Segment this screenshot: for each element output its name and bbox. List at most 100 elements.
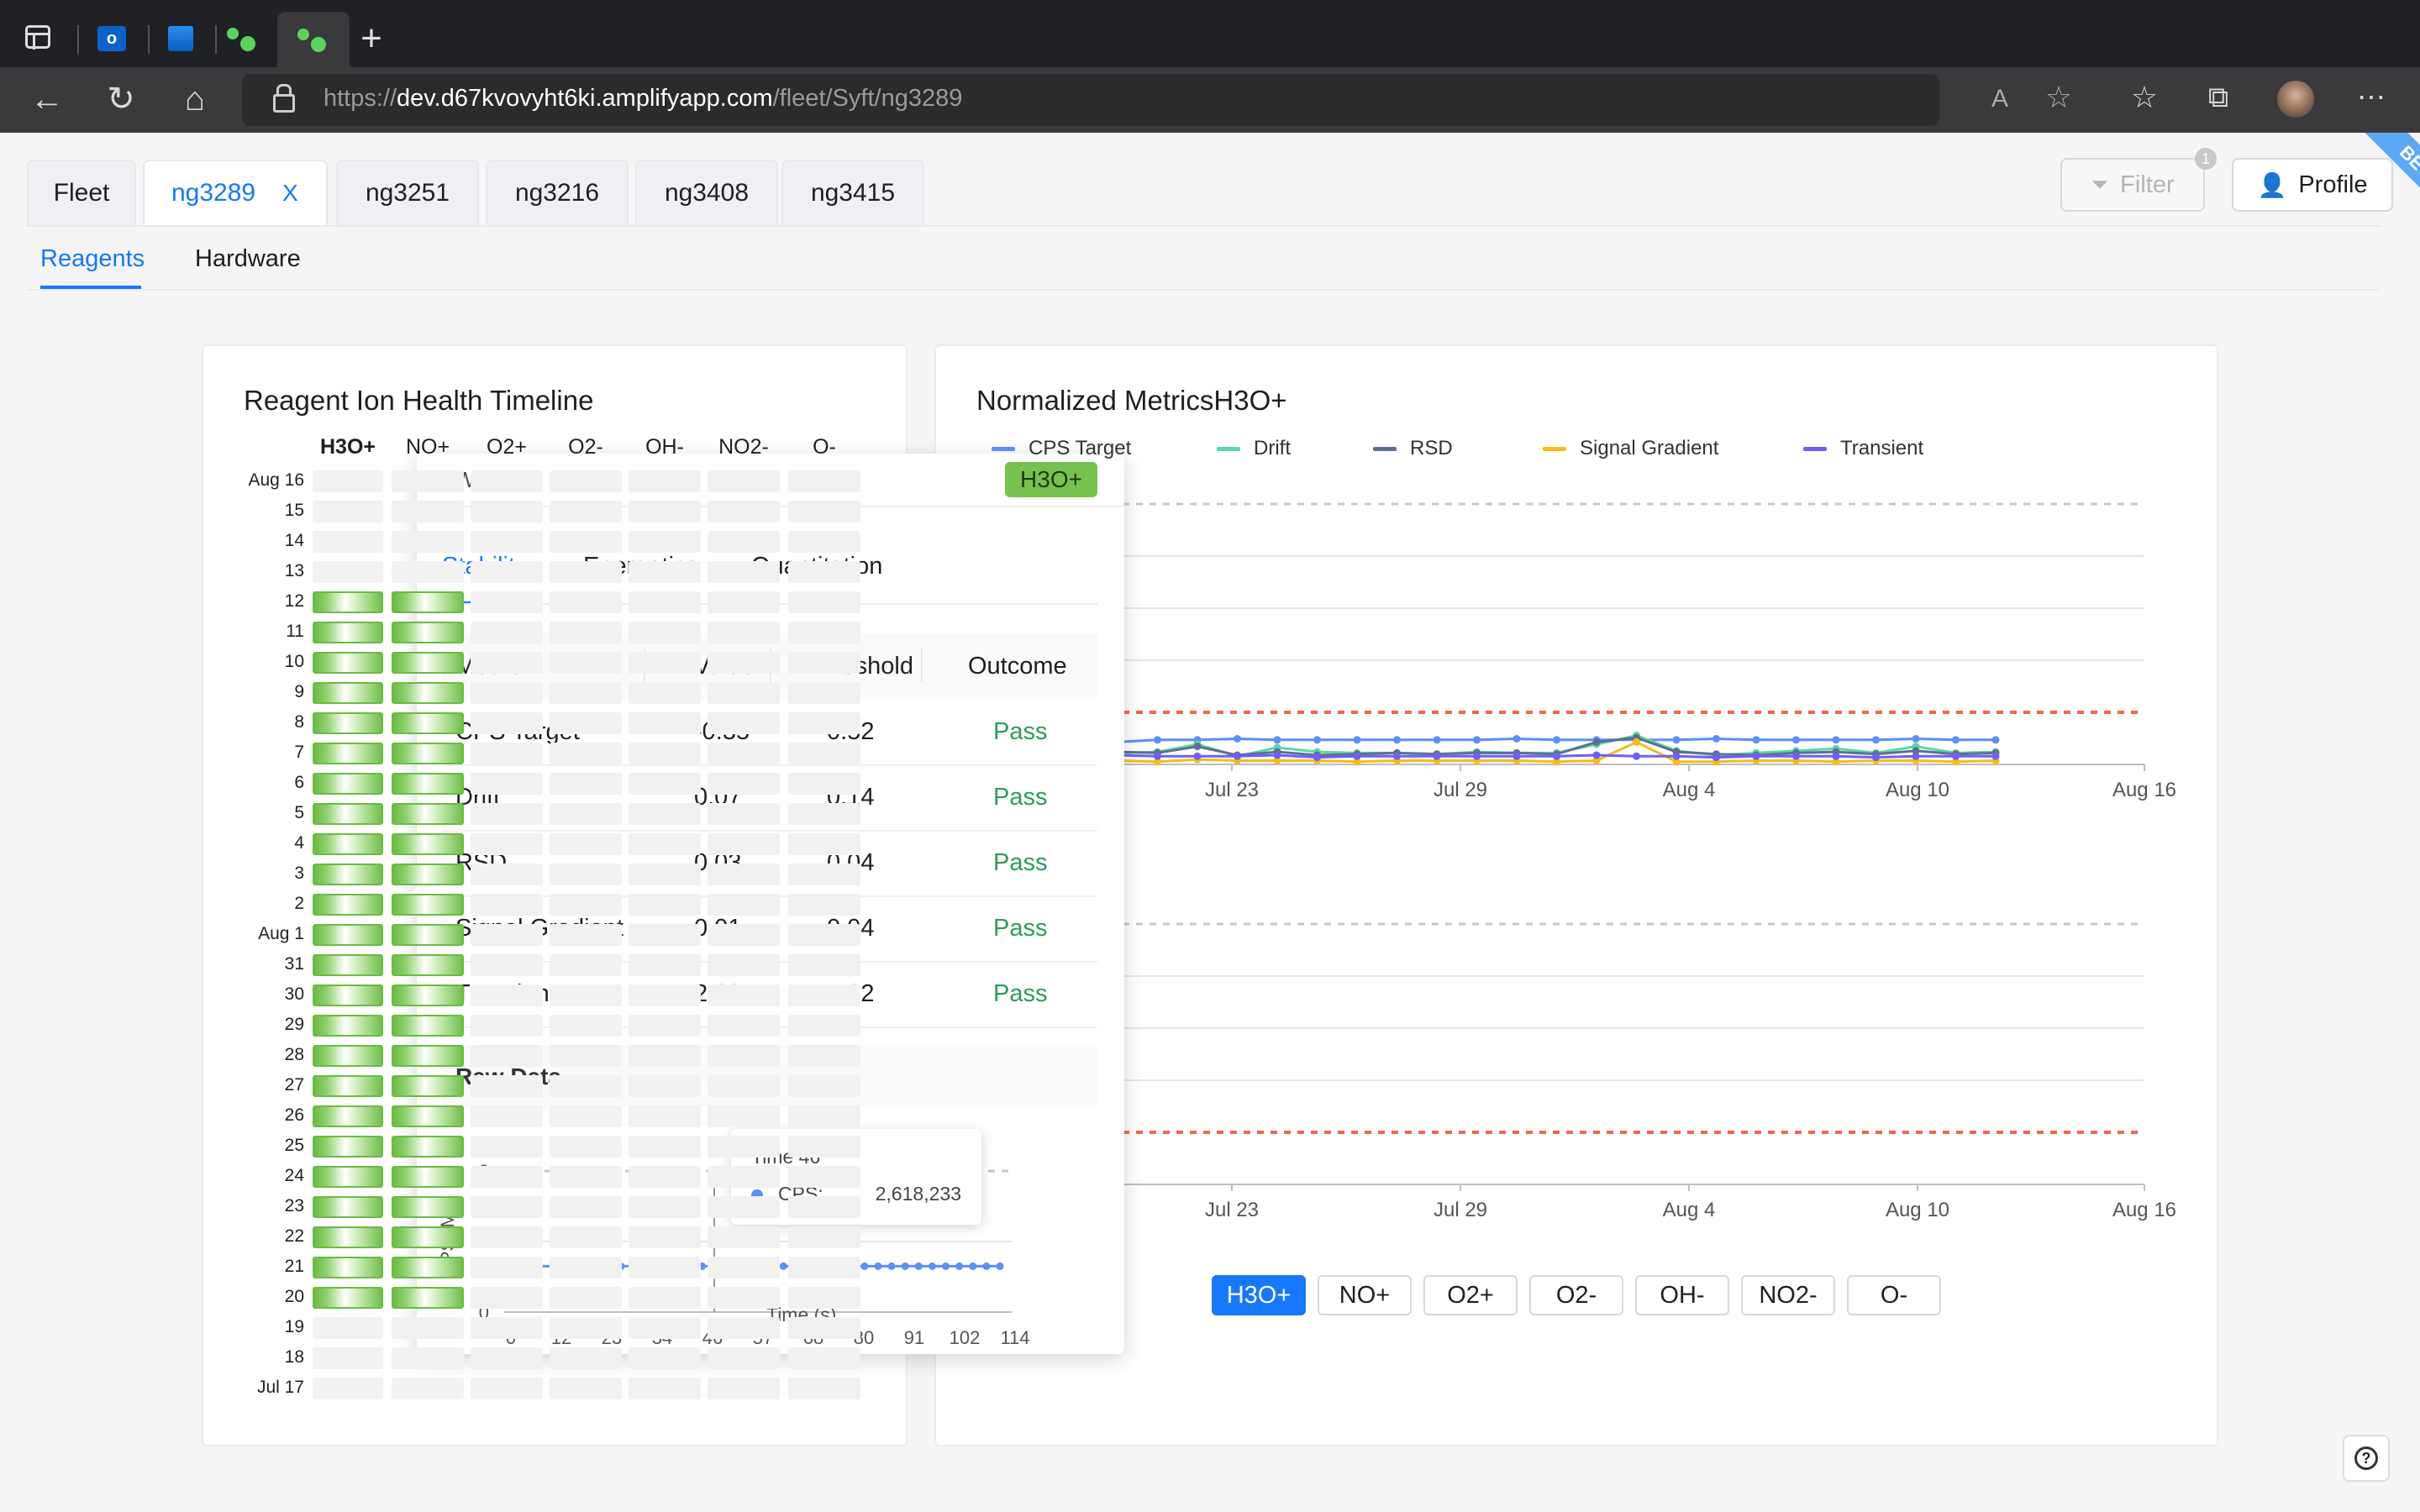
timeline-cell-empty[interactable] [708, 1347, 780, 1369]
timeline-cell-empty[interactable] [550, 743, 622, 764]
timeline-cell-empty[interactable] [392, 1317, 464, 1339]
timeline-cell-empty[interactable] [708, 682, 780, 704]
timeline-cell-empty[interactable] [392, 501, 464, 522]
timeline-cell-empty[interactable] [550, 652, 622, 674]
timeline-cell-empty[interactable] [629, 501, 701, 522]
timeline-cell-ok[interactable] [392, 1287, 464, 1309]
timeline-cell-ok[interactable] [392, 1166, 464, 1188]
timeline-cell-ok[interactable] [392, 1045, 464, 1067]
timeline-cell-empty[interactable] [471, 531, 543, 553]
tab-ng3289[interactable]: ng3289 X [143, 160, 328, 225]
timeline-cell-empty[interactable] [788, 1317, 860, 1339]
timeline-cell-empty[interactable] [313, 531, 383, 553]
timeline-cell-empty[interactable] [550, 984, 622, 1006]
timeline-cell-empty[interactable] [708, 1196, 780, 1218]
timeline-cell-ok[interactable] [392, 773, 464, 795]
tab-ng3251[interactable]: ng3251 [336, 160, 479, 225]
timeline-cell-empty[interactable] [471, 954, 543, 976]
legend-item[interactable]: CPS Target [1028, 437, 1132, 459]
timeline-cell-empty[interactable] [708, 894, 780, 916]
timeline-cell-ok[interactable] [313, 833, 383, 855]
timeline-cell-ok[interactable] [392, 712, 464, 734]
timeline-cell-ok[interactable] [313, 682, 383, 704]
timeline-cell-empty[interactable] [708, 1226, 780, 1248]
tab-actions-icon[interactable] [25, 25, 50, 50]
timeline-cell-empty[interactable] [708, 501, 780, 522]
timeline-cell-empty[interactable] [788, 470, 860, 492]
timeline-cell-ok[interactable] [392, 803, 464, 825]
timeline-cell-empty[interactable] [550, 924, 622, 946]
timeline-cell-empty[interactable] [471, 1378, 543, 1399]
timeline-cell-empty[interactable] [708, 773, 780, 795]
ion-chip[interactable]: O- [1847, 1275, 1941, 1315]
timeline-cell-empty[interactable] [629, 652, 701, 674]
timeline-cell-empty[interactable] [788, 833, 860, 855]
timeline-cell-ok[interactable] [313, 924, 383, 946]
timeline-cell-empty[interactable] [788, 1075, 860, 1097]
timeline-cell-empty[interactable] [471, 1105, 543, 1127]
url-text[interactable]: https://dev.d67kvovyht6ki.amplifyapp.com… [324, 85, 963, 112]
timeline-cell-empty[interactable] [788, 1196, 860, 1218]
timeline-cell-empty[interactable] [708, 1257, 780, 1278]
refresh-icon[interactable]: ↻ [107, 81, 135, 118]
ion-chip[interactable]: OH- [1635, 1275, 1729, 1315]
timeline-cell-empty[interactable] [550, 470, 622, 492]
ion-chip[interactable]: O2+ [1423, 1275, 1518, 1315]
windows-tab-icon[interactable] [168, 26, 193, 51]
timeline-cell-ok[interactable] [313, 652, 383, 674]
syft-tab-icon[interactable] [227, 28, 260, 51]
timeline-cell-ok[interactable] [313, 591, 383, 613]
ion-chip[interactable]: O2- [1529, 1275, 1623, 1315]
timeline-cell-empty[interactable] [788, 1015, 860, 1037]
filter-button[interactable]: ⏷ Filter [2060, 158, 2205, 212]
timeline-cell-empty[interactable] [708, 803, 780, 825]
timeline-cell-empty[interactable] [708, 652, 780, 674]
timeline-cell-empty[interactable] [708, 531, 780, 553]
timeline-cell-ok[interactable] [313, 1075, 383, 1097]
timeline-cell-empty[interactable] [629, 894, 701, 916]
tab-ng3216[interactable]: ng3216 [486, 160, 629, 225]
timeline-cell-ok[interactable] [392, 682, 464, 704]
ion-chip[interactable]: H3O+ [1212, 1275, 1306, 1315]
timeline-cell-empty[interactable] [629, 682, 701, 704]
timeline-cell-empty[interactable] [629, 561, 701, 583]
legend-item[interactable]: Drift [1254, 437, 1291, 459]
tab-ng3415[interactable]: ng3415 [781, 160, 924, 225]
timeline-cell-empty[interactable] [708, 954, 780, 976]
timeline-cell-empty[interactable] [550, 1287, 622, 1309]
timeline-cell-empty[interactable] [471, 591, 543, 613]
timeline-cell-empty[interactable] [313, 1347, 383, 1369]
help-button[interactable]: ? [2343, 1435, 2390, 1482]
timeline-cell-empty[interactable] [471, 1347, 543, 1369]
timeline-cell-empty[interactable] [550, 773, 622, 795]
timeline-cell-empty[interactable] [629, 712, 701, 734]
timeline-cell-empty[interactable] [629, 984, 701, 1006]
read-aloud-icon[interactable]: A [1991, 85, 2008, 113]
timeline-cell-empty[interactable] [471, 1166, 543, 1188]
timeline-cell-empty[interactable] [313, 561, 383, 583]
timeline-cell-empty[interactable] [708, 1378, 780, 1399]
timeline-cell-empty[interactable] [471, 1257, 543, 1278]
timeline-cell-empty[interactable] [788, 984, 860, 1006]
timeline-cell-empty[interactable] [550, 1166, 622, 1188]
timeline-cell-empty[interactable] [788, 1287, 860, 1309]
timeline-cell-empty[interactable] [788, 652, 860, 674]
subtab-hardware[interactable]: Hardware [195, 245, 301, 272]
timeline-cell-empty[interactable] [471, 1196, 543, 1218]
subtab-reagents[interactable]: Reagents [40, 245, 145, 272]
timeline-cell-empty[interactable] [550, 1136, 622, 1158]
url-field[interactable] [242, 74, 1939, 126]
timeline-cell-empty[interactable] [471, 1045, 543, 1067]
timeline-cell-ok[interactable] [392, 954, 464, 976]
timeline-cell-empty[interactable] [471, 622, 543, 643]
timeline-cell-empty[interactable] [550, 1015, 622, 1037]
legend-item[interactable]: Transient [1840, 437, 1924, 459]
tab-ng3408[interactable]: ng3408 [635, 160, 778, 225]
timeline-cell-ok[interactable] [392, 833, 464, 855]
active-browser-tab[interactable] [277, 12, 350, 67]
timeline-cell-empty[interactable] [708, 622, 780, 643]
timeline-cell-empty[interactable] [313, 1317, 383, 1339]
timeline-cell-empty[interactable] [788, 1045, 860, 1067]
timeline-cell-empty[interactable] [708, 743, 780, 764]
timeline-cell-empty[interactable] [708, 1317, 780, 1339]
